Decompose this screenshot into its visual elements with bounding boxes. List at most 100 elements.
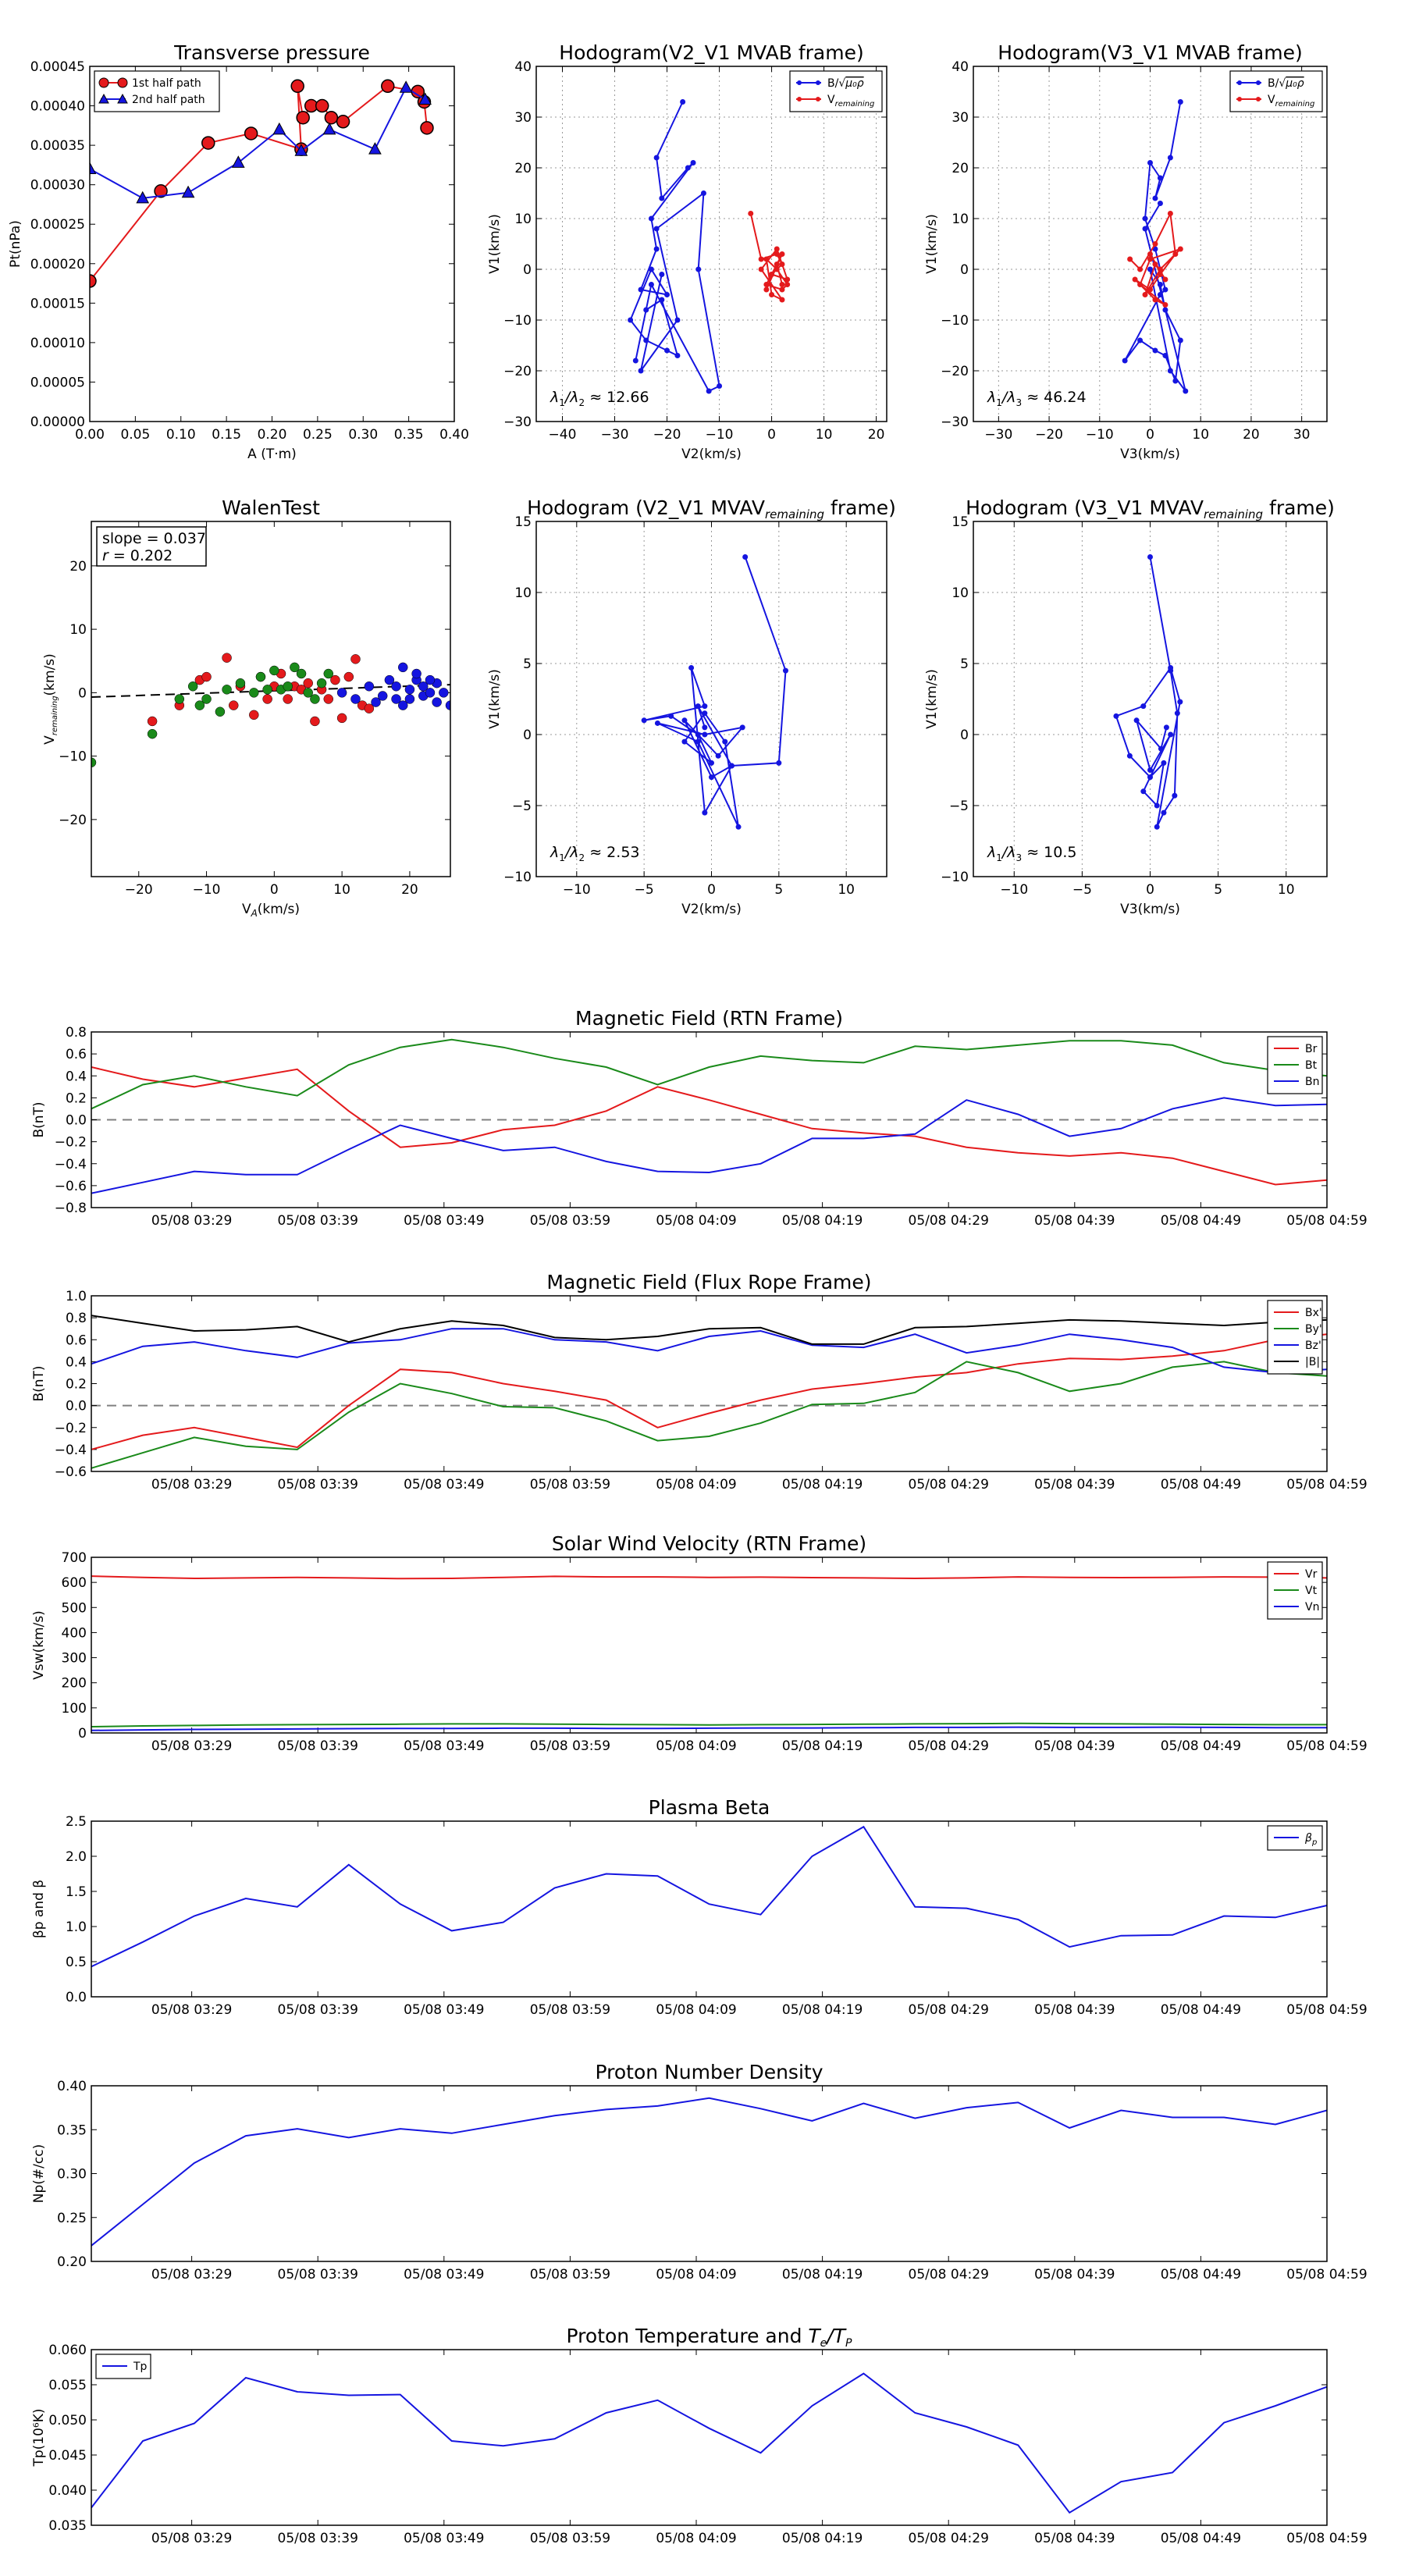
walen-test-title: WalenTest: [222, 496, 320, 519]
hodogram-v2-v1-mvab-point: [769, 272, 775, 277]
transverse-pressure-point: [399, 80, 413, 93]
hodogram-v3-v1-mvab-xtick-label: 30: [1293, 427, 1311, 443]
plasma-beta-xtick-label: 05/08 03:49: [404, 2002, 484, 2018]
transverse-pressure-ytick-label: 0.00010: [30, 336, 85, 351]
leg-v: V: [827, 94, 835, 106]
hodogram-v3-v1-mvav-point: [1174, 710, 1180, 717]
hodogram-v2-v1-mvab-point: [659, 272, 665, 277]
hodogram-v2-v1-mvav-ytick-label: 0: [523, 728, 532, 743]
hodogram-v2-v1-mvab-point: [653, 155, 660, 161]
walen-test-point: [336, 688, 347, 698]
solar-wind-velocity-plot-area: [91, 1575, 1327, 1731]
hodogram-v2-v1-mvab-ytick-label: −30: [503, 415, 532, 430]
hodogram-v3-v1-mvab-xtick-label: −10: [1086, 427, 1114, 443]
walen-test-point: [187, 681, 198, 692]
proton-number-density-xtick-label: 05/08 04:19: [782, 2267, 863, 2282]
leg-mu: μ₀ρ: [845, 77, 864, 90]
hodogram-v2-v1-mvav-point: [681, 717, 688, 724]
walen-test-chart: WalenTest−20 −10 0 10 20−20−1001020VA(km/s)V…: [42, 496, 451, 919]
hodogram-v3-v1-mvab-ytick-label: −10: [941, 313, 969, 329]
walen-test-point: [391, 681, 401, 692]
magnetic-field-flux-rope-ytick-label: 0.2: [66, 1377, 87, 1393]
hodogram-v3-v1-mvav-point: [1140, 703, 1147, 710]
hodogram-v2-v1-mvav-point: [728, 763, 735, 769]
transverse-pressure-ylabel: Pt(nPa): [8, 220, 23, 268]
hodogram-v3-v1-mvav-point: [1163, 724, 1169, 731]
walen-test-point: [310, 716, 320, 727]
hodogram-v2-v1-mvab-point: [643, 307, 649, 313]
hodogram-v3-v1-mvab-point: [1122, 358, 1128, 364]
ratio-2: 2: [579, 852, 585, 863]
hodogram-v3-v1-mvav-xtick-label: 5: [1214, 882, 1222, 898]
transverse-pressure-series-line-0: [90, 85, 428, 282]
proton-number-density-ylabel: Np(#/cc): [31, 2144, 47, 2203]
hodogram-v2-v1-mvav-xtick-label: −5: [635, 882, 654, 898]
magnetic-field-flux-rope-xtick-label: 05/08 03:59: [530, 1477, 610, 1493]
walen-test-point: [445, 700, 450, 710]
hodogram-v2-v1-mvab-ytick-label: −20: [503, 364, 532, 379]
hodogram-v3-v1-mvab-point: [1162, 307, 1168, 313]
proton-number-density-xtick-label: 05/08 03:49: [404, 2267, 484, 2282]
magnetic-field-flux-rope-ytick-label: 0.6: [66, 1332, 87, 1348]
magnetic-field-flux-rope-ytick-label: −0.2: [55, 1421, 87, 1436]
walen-test-point: [269, 665, 279, 676]
hodogram-v2-v1-mvav-point: [695, 703, 701, 710]
walen-test-point: [222, 685, 232, 695]
transverse-pressure-point: [244, 126, 258, 141]
hodogram-v3-v1-mvab-chart: Hodogram(V3_V1 MVAB frame)−30 −20 −10 0 10 20…: [924, 41, 1328, 462]
magnetic-field-rtn-series-line-0: [91, 1066, 1327, 1186]
magnetic-field-rtn-xtick-label: 05/08 04:59: [1286, 1213, 1367, 1229]
walen-test-point: [432, 697, 442, 707]
walen-test-point: [397, 662, 408, 673]
walen-test-point: [364, 703, 375, 713]
hodogram-v2-v1-mvab-eigen-ratio: λ1/λ2 ≈ 12.66: [550, 389, 649, 408]
proton-temperature-ytick-label: 0.055: [48, 2378, 87, 2393]
plasma-beta-ytick-label: 0.5: [66, 1955, 87, 1970]
ratio-2: 3: [1016, 397, 1023, 408]
plasma-beta-xtick-label: 05/08 04:39: [1034, 2002, 1115, 2018]
transverse-pressure-title: Transverse pressure: [173, 41, 370, 64]
solar-wind-velocity-legend: Vr Vt Vn: [1267, 1561, 1323, 1620]
solar-wind-velocity-chart: Solar Wind Velocity (RTN Frame) 05/08 03:…: [31, 1532, 1368, 1754]
hodogram-v2-v1-mvab-point: [659, 297, 665, 303]
hodogram-v2-v1-mvav-xtick-label: −10: [563, 882, 591, 898]
transverse-pressure-xtick-label: 0.00: [75, 427, 105, 443]
hodogram-v3-v1-mvab-point: [1147, 266, 1153, 272]
hodogram-v3-v1-mvab-point: [1147, 286, 1153, 293]
hodogram-v2-v1-mvab-xtick-label: 20: [868, 427, 885, 443]
hodogram-v3-v1-mvav-title-main: Hodogram (V3_V1 MVAV: [966, 496, 1204, 519]
hodogram-v2-v1-mvab-point: [685, 165, 691, 171]
hodogram-v2-v1-mvab-point: [717, 383, 723, 389]
magnetic-field-flux-rope-chart: Magnetic Field (Flux Rope Frame) 05/08 03…: [31, 1271, 1368, 1493]
hodogram-v3-v1-mvav-point: [1133, 717, 1140, 724]
hodogram-v3-v1-mvav-point: [1147, 774, 1153, 781]
proton-temperature-series-line-0: [91, 2372, 1327, 2514]
hodogram-v3-v1-mvab-point: [1157, 282, 1163, 287]
hodogram-v2-v1-mvav-point: [702, 724, 708, 731]
plasma-beta-series-line-0: [91, 1825, 1327, 1968]
proton-temperature-plot-area: [91, 2372, 1327, 2514]
walen-ylabel-unit: (km/s): [42, 653, 58, 696]
plasma-beta-xtick-label: 05/08 04:09: [656, 2002, 736, 2018]
proton-number-density-xtick-label: 05/08 04:09: [656, 2267, 736, 2282]
hodogram-v2-v1-mvab-ytick-label: 0: [523, 262, 532, 278]
proton-temperature-title: Proton Temperature and Te/TP: [567, 2325, 852, 2350]
hodogram-v3-v1-mvab-point: [1137, 266, 1144, 272]
hodogram-v2-v1-mvav-eigen-ratio: λ1/λ2 ≈ 2.53: [550, 844, 640, 863]
hodogram-v2-v1-mvab-point: [659, 195, 665, 201]
hodogram-v3-v1-mvab-series-line-0: [1124, 101, 1186, 392]
proton-number-density-xtick-label: 05/08 04:49: [1161, 2267, 1241, 2282]
solar-wind-velocity-xtick-label: 05/08 04:49: [1161, 1738, 1241, 1754]
hodogram-v2-v1-mvav-point: [695, 738, 701, 745]
hodogram-v3-v1-mvab-ytick-label: 20: [951, 161, 969, 176]
hodogram-v2-v1-mvab-legend-marker: [797, 80, 802, 85]
hodogram-v3-v1-mvav-point: [1177, 699, 1183, 705]
magnetic-field-rtn-ytick-label: 0.2: [66, 1091, 87, 1106]
hodogram-v2-v1-mvab-xtick-label: −10: [706, 427, 734, 443]
proton-temperature-xtick-label: 05/08 04:49: [1161, 2531, 1241, 2546]
hodogram-v3-v1-mvav-chart: Hodogram (V3_V1 MVAVremaining frame) −10 −…: [924, 496, 1335, 917]
proton-number-density-xtick-label: 05/08 04:59: [1286, 2267, 1367, 2282]
proton-temperature-frame: [91, 2349, 1328, 2526]
hodogram-v3-v1-mvab-point: [1152, 262, 1158, 267]
hodogram-v2-v1-mvab-point: [643, 337, 649, 343]
